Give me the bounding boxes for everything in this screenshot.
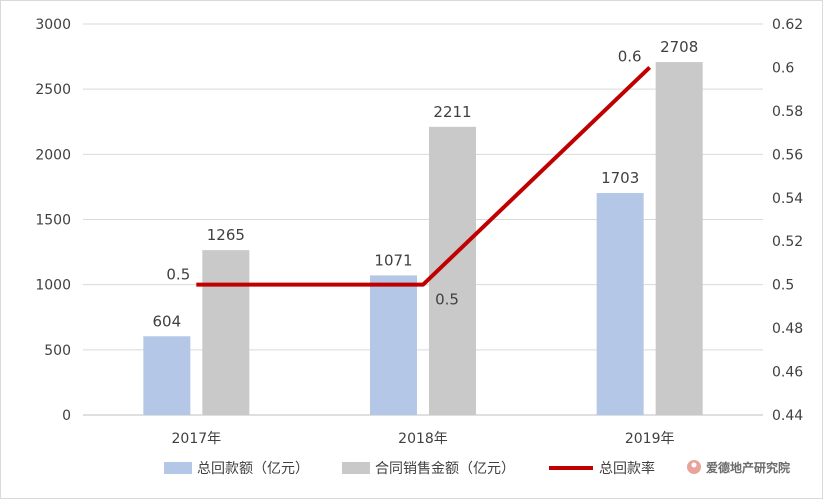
bar-sales-label: 2211 [433,103,471,121]
rate-label: 0.6 [618,47,642,65]
right-axis-tick-label: 0.62 [772,17,803,33]
bar-collection-label: 1071 [374,251,412,269]
bar-sales-label: 1265 [207,226,245,244]
bar-sales [202,250,249,415]
left-axis-tick-label: 0 [62,408,71,424]
bar-collection [143,336,190,415]
bar-collection [597,193,644,415]
bar-collection [370,275,417,415]
right-axis-tick-label: 0.5 [772,278,794,294]
legend-label-sales: 合同销售金额（亿元） [375,461,515,477]
left-axis-tick-label: 500 [44,343,71,359]
legend-swatch-collection [164,462,192,474]
right-axis-tick-label: 0.44 [772,408,803,424]
left-axis-tick-label: 1000 [35,278,71,294]
bar-collection-label: 604 [153,312,182,330]
bar-collection-label: 1703 [601,169,639,187]
legend-swatch-sales [342,462,370,474]
right-axis-tick-label: 0.46 [772,365,803,381]
right-axis-tick-label: 0.6 [772,60,794,76]
x-axis-tick-label: 2017年 [172,431,222,447]
rate-label: 0.5 [166,266,190,284]
legend-label-collection: 总回款额（亿元） [197,461,309,477]
left-axis-tick-label: 3000 [35,17,71,33]
right-axis-tick-label: 0.54 [772,191,803,207]
legend-label-rate: 总回款率 [599,460,655,477]
bar-sales-label: 2708 [660,38,698,56]
left-axis: 0 500 1000 1500 2000 2500 3000 [35,17,71,424]
watermark-text: 爱德地产研究院 [706,460,790,475]
legend: 总回款额（亿元） 合同销售金额（亿元） 总回款率 [164,460,655,477]
right-axis-tick-label: 0.56 [772,147,803,163]
bar-sales [656,62,703,415]
watermark: 爱德地产研究院 [687,460,790,475]
right-axis-tick-label: 0.58 [772,104,803,120]
x-axis-tick-label: 2019年 [625,431,675,447]
left-axis-tick-label: 1500 [35,213,71,229]
x-axis-tick-label: 2018年 [398,431,448,447]
left-axis-tick-label: 2000 [35,147,71,163]
rate-line [196,67,649,284]
right-axis: 0.44 0.46 0.48 0.5 0.52 0.54 0.56 0.58 0.6 0.62 [772,17,803,424]
right-axis-tick-label: 0.52 [772,234,803,250]
rate-line-layer [196,67,650,284]
left-axis-tick-label: 2500 [35,82,71,98]
right-axis-tick-label: 0.48 [772,321,803,337]
rate-label: 0.5 [435,291,459,309]
x-axis: 2017年 2018年 2019年 [83,415,763,447]
